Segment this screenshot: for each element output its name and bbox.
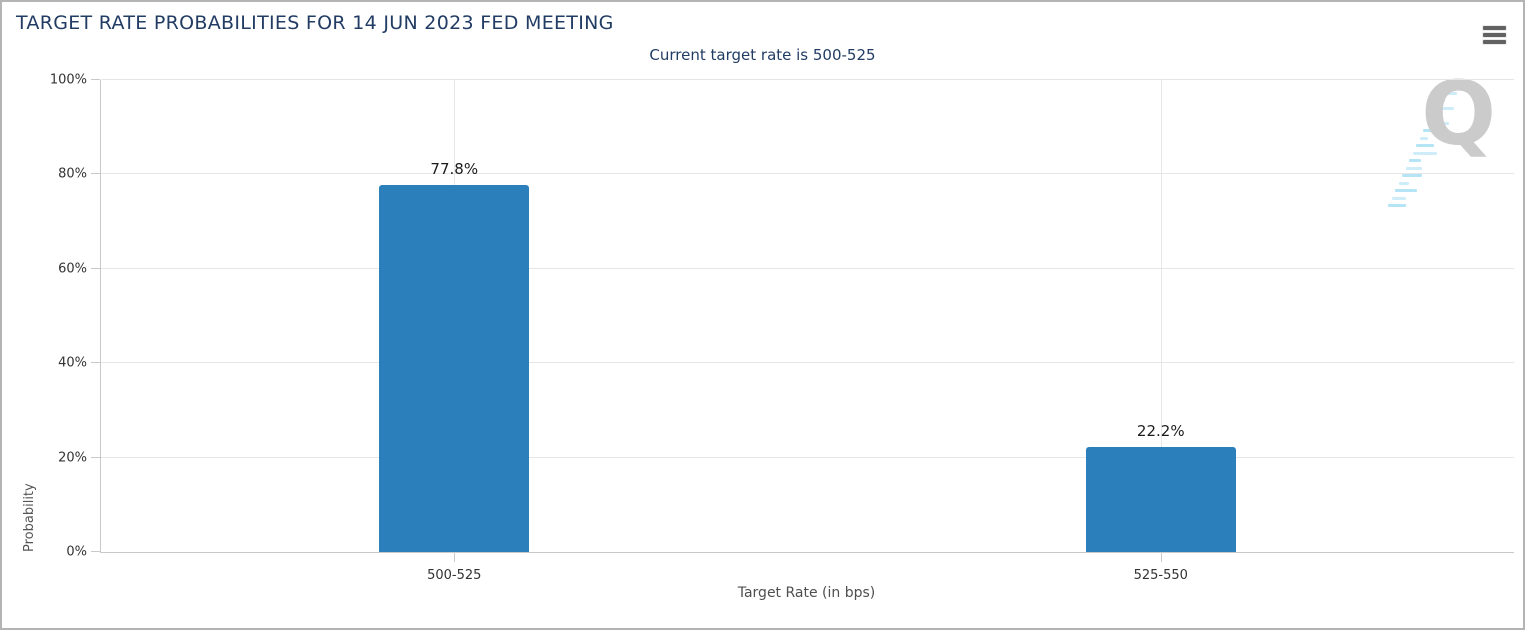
y-tick-label: 80% (58, 166, 87, 182)
y-tick-label: 100% (49, 72, 87, 88)
bar-value-label: 22.2% (1136, 422, 1185, 441)
y-axis-title: Probability (22, 483, 37, 552)
chart-title: TARGET RATE PROBABILITIES FOR 14 JUN 202… (16, 12, 614, 34)
plot-area: Q 0% 20% 40% 60% 80% 100% 500-525 77.8% 525-550 2… (50, 70, 1514, 583)
y-gridline (101, 456, 1514, 458)
hamburger-menu-icon (1483, 40, 1506, 44)
y-tick-label: 0% (66, 544, 87, 560)
y-tick-label: 20% (58, 450, 87, 466)
y-axis-tick (91, 79, 100, 80)
x-category-label: 525-550 (1133, 568, 1188, 583)
y-gridline (101, 79, 1514, 80)
chart-context-menu-button[interactable] (1483, 26, 1506, 44)
y-axis-tick (91, 267, 100, 269)
y-gridline (101, 173, 1514, 175)
quikstrike-watermark: Q (1380, 70, 1502, 220)
y-axis-tick (91, 362, 100, 364)
x-axis-tick (454, 553, 456, 562)
x-gridline (1160, 80, 1162, 552)
hamburger-menu-icon (1483, 26, 1506, 30)
y-axis-tick (91, 173, 100, 175)
bar-value-label: 77.8% (430, 159, 479, 178)
y-axis-tick (91, 456, 100, 458)
y-axis-tick (91, 551, 100, 552)
watermark-swoosh-icon (1380, 84, 1502, 220)
y-tick-label: 60% (58, 261, 87, 277)
chart-subtitle: Current target rate is 500-525 (649, 46, 876, 64)
x-category-label: 500-525 (427, 568, 482, 583)
bar-500-525[interactable] (379, 184, 530, 552)
x-axis-tick (1160, 553, 1162, 562)
y-gridline (101, 267, 1514, 269)
y-gridline (101, 362, 1514, 364)
bar-525-550[interactable] (1085, 447, 1236, 552)
hamburger-menu-icon (1483, 33, 1506, 37)
watermark-q-logo: Q (1421, 62, 1496, 165)
y-tick-label: 40% (58, 355, 87, 371)
x-axis-title: Target Rate (in bps) (737, 585, 876, 601)
